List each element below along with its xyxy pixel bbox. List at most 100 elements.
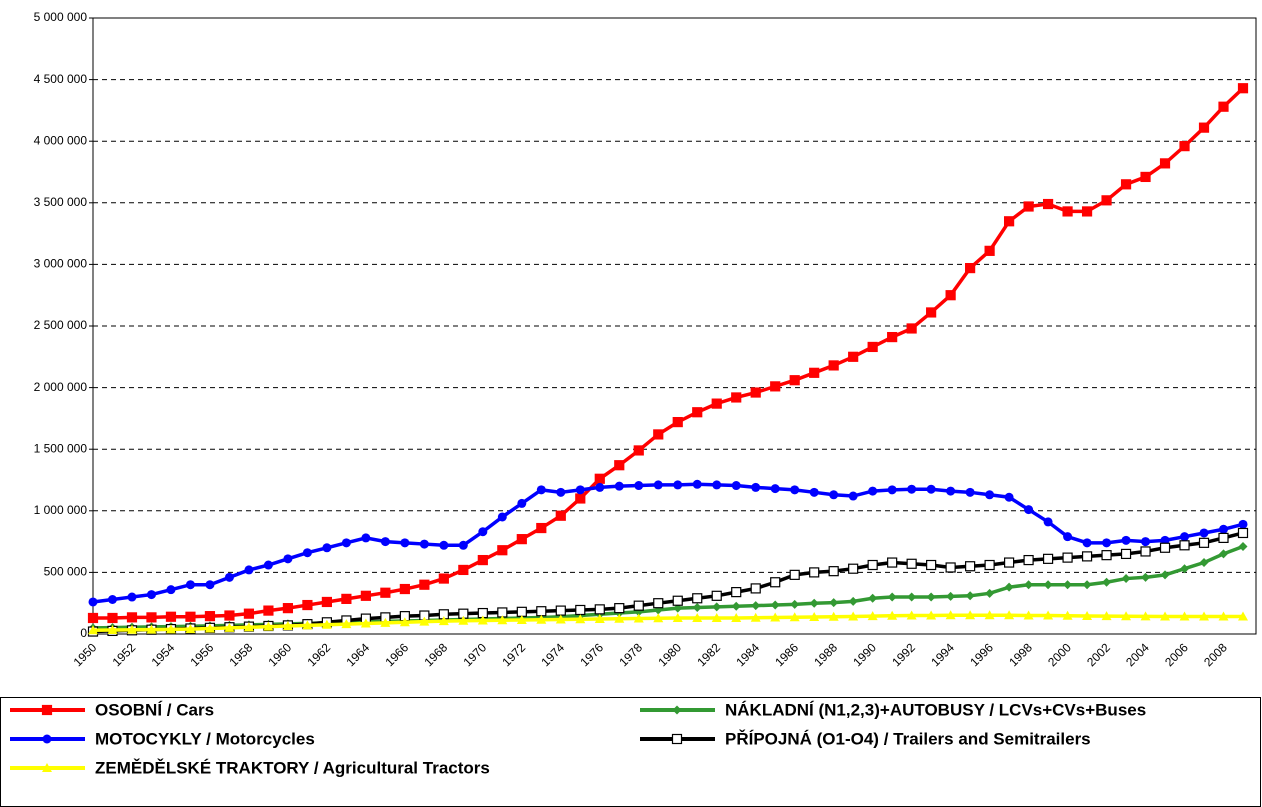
data-point (946, 591, 956, 601)
data-point (614, 613, 625, 623)
data-point (848, 563, 859, 574)
data-point (88, 597, 98, 607)
data-point (926, 610, 937, 620)
data-point (477, 615, 488, 625)
data-point (1140, 611, 1151, 621)
data-point (1042, 553, 1054, 564)
data-point (360, 618, 371, 628)
data-point (127, 592, 137, 602)
data-point (458, 615, 469, 625)
data-point (107, 625, 118, 635)
data-point (1179, 540, 1190, 551)
data-point (341, 593, 352, 604)
data-point (1082, 611, 1093, 621)
data-point (868, 593, 878, 603)
data-point (770, 612, 781, 622)
data-point (926, 592, 936, 602)
data-point (146, 612, 157, 623)
data-point (1219, 549, 1229, 559)
data-point (926, 559, 937, 571)
data-point (204, 623, 215, 633)
data-point (907, 484, 917, 494)
data-point (399, 617, 410, 627)
data-point (789, 569, 800, 580)
data-point (88, 625, 98, 635)
data-point (1160, 570, 1170, 580)
legend-marker (42, 763, 52, 772)
data-point (887, 331, 898, 343)
data-point (361, 533, 371, 543)
data-point (107, 595, 117, 605)
x-tick-label: 1950 (71, 640, 100, 669)
data-point (1101, 611, 1112, 621)
data-point (146, 624, 157, 634)
y-tick-label: 4 500 000 (34, 72, 88, 86)
data-point (204, 611, 216, 622)
data-point (1081, 551, 1093, 562)
data-point (341, 538, 351, 548)
data-point (1140, 171, 1151, 183)
data-point (283, 554, 293, 564)
x-tick-label: 1990 (850, 640, 879, 669)
data-point (438, 573, 449, 584)
data-point (946, 486, 956, 496)
data-point (536, 485, 546, 495)
data-point (1004, 582, 1014, 592)
data-point (555, 614, 566, 624)
data-point (1180, 532, 1190, 542)
data-point (400, 538, 410, 548)
data-point (1043, 517, 1053, 527)
data-point (634, 481, 644, 491)
data-point (322, 543, 332, 553)
data-point (1179, 611, 1190, 621)
data-point (1199, 558, 1209, 568)
data-point (614, 481, 624, 491)
data-point (868, 486, 878, 496)
data-point (380, 587, 391, 598)
data-point (146, 590, 156, 600)
data-point (731, 481, 741, 491)
data-point (575, 604, 586, 616)
data-point (712, 480, 722, 490)
y-tick-label: 3 000 000 (34, 257, 88, 271)
data-point (165, 611, 177, 622)
data-point (107, 612, 118, 624)
data-point (731, 612, 742, 622)
data-point (1042, 198, 1054, 210)
data-point (1141, 572, 1151, 582)
x-tick-label: 1954 (149, 640, 178, 669)
data-point (672, 595, 683, 606)
data-point (887, 610, 898, 620)
data-point (575, 485, 585, 495)
data-point (341, 619, 352, 629)
data-point (321, 619, 332, 629)
data-point (1121, 611, 1132, 621)
data-point (1062, 206, 1073, 217)
y-tick-label: 1 000 000 (34, 503, 88, 517)
data-point (809, 598, 819, 608)
data-point (945, 610, 956, 620)
data-point (321, 596, 332, 608)
data-point (263, 560, 273, 570)
data-point (1237, 527, 1249, 539)
data-point (926, 484, 936, 494)
data-point (165, 624, 176, 634)
data-point (887, 592, 897, 602)
data-point (1082, 538, 1092, 548)
x-tick-label: 1988 (811, 640, 840, 669)
data-point (516, 534, 527, 545)
data-point (244, 565, 254, 575)
data-point (809, 487, 819, 497)
x-tick-label: 1952 (110, 640, 139, 669)
data-point (1120, 548, 1132, 560)
data-point (633, 445, 644, 456)
x-tick-label: 1956 (188, 640, 217, 669)
x-tick-label: 1964 (343, 640, 372, 669)
data-point (555, 510, 566, 521)
data-point (926, 307, 937, 318)
data-point (517, 498, 527, 508)
data-point (302, 599, 313, 611)
data-point (653, 480, 663, 490)
data-point (965, 591, 975, 601)
